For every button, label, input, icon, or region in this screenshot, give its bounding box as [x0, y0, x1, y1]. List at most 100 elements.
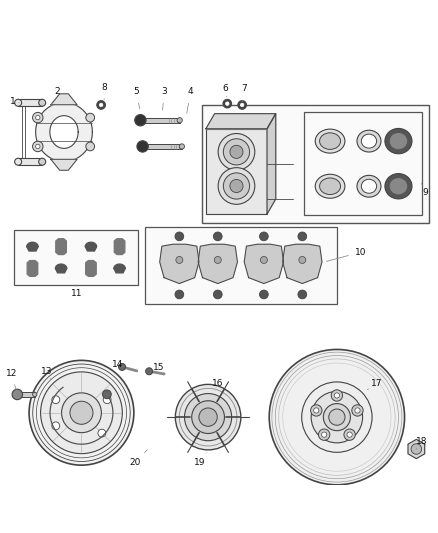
Text: 13: 13 — [41, 367, 52, 380]
Circle shape — [352, 405, 363, 416]
Ellipse shape — [361, 179, 377, 193]
Bar — [141, 118, 180, 123]
Ellipse shape — [315, 174, 345, 198]
Polygon shape — [160, 244, 199, 284]
Ellipse shape — [32, 392, 37, 397]
Bar — [201, 105, 428, 223]
Circle shape — [238, 101, 247, 109]
Text: 15: 15 — [153, 364, 165, 372]
Ellipse shape — [320, 133, 341, 149]
Circle shape — [218, 168, 255, 204]
Circle shape — [146, 368, 152, 375]
Ellipse shape — [390, 133, 407, 149]
Circle shape — [334, 393, 339, 398]
Text: 11: 11 — [71, 285, 82, 298]
Circle shape — [329, 409, 345, 425]
Circle shape — [175, 290, 184, 299]
Ellipse shape — [385, 128, 412, 154]
Circle shape — [52, 422, 60, 430]
Polygon shape — [206, 114, 276, 129]
Polygon shape — [114, 264, 125, 273]
Circle shape — [269, 350, 405, 485]
Text: 9: 9 — [422, 183, 428, 197]
Circle shape — [35, 116, 40, 120]
Ellipse shape — [179, 144, 184, 149]
Circle shape — [318, 429, 330, 440]
Circle shape — [98, 429, 106, 437]
Text: 19: 19 — [194, 452, 207, 467]
Circle shape — [218, 133, 255, 170]
Ellipse shape — [315, 129, 345, 153]
Circle shape — [347, 432, 352, 437]
Polygon shape — [27, 261, 38, 276]
Circle shape — [137, 141, 148, 152]
Text: 17: 17 — [367, 379, 383, 390]
Ellipse shape — [320, 178, 341, 195]
Circle shape — [260, 290, 268, 299]
Circle shape — [344, 429, 355, 440]
Circle shape — [35, 144, 40, 149]
Circle shape — [223, 139, 250, 165]
Circle shape — [41, 372, 122, 454]
Circle shape — [70, 401, 93, 424]
Bar — [17, 392, 35, 397]
Text: 7: 7 — [241, 84, 247, 101]
Circle shape — [12, 389, 22, 400]
Bar — [14, 230, 138, 285]
Polygon shape — [114, 239, 125, 254]
Circle shape — [314, 408, 319, 413]
Bar — [143, 144, 182, 149]
Circle shape — [260, 232, 268, 241]
Circle shape — [102, 390, 111, 399]
Circle shape — [230, 180, 243, 192]
Circle shape — [176, 256, 183, 263]
Circle shape — [97, 101, 106, 109]
Text: 1: 1 — [10, 97, 19, 106]
Circle shape — [86, 142, 95, 151]
Circle shape — [103, 396, 111, 403]
Circle shape — [240, 103, 244, 107]
Bar — [145, 227, 337, 304]
Circle shape — [311, 391, 363, 443]
Ellipse shape — [177, 118, 182, 123]
Polygon shape — [51, 159, 77, 170]
Circle shape — [226, 102, 229, 106]
Circle shape — [223, 173, 250, 199]
Circle shape — [135, 115, 146, 126]
Circle shape — [230, 146, 243, 158]
Circle shape — [99, 103, 103, 107]
Ellipse shape — [390, 179, 407, 194]
Polygon shape — [50, 116, 78, 148]
Ellipse shape — [39, 158, 46, 165]
Circle shape — [311, 405, 322, 416]
Polygon shape — [283, 244, 322, 284]
Text: 10: 10 — [326, 248, 367, 261]
Circle shape — [298, 232, 307, 241]
Circle shape — [184, 393, 232, 441]
Circle shape — [323, 403, 350, 431]
Polygon shape — [244, 244, 283, 284]
Circle shape — [32, 112, 43, 123]
Circle shape — [32, 141, 43, 152]
Polygon shape — [408, 439, 425, 458]
Circle shape — [175, 384, 241, 450]
Ellipse shape — [14, 158, 21, 165]
Ellipse shape — [361, 134, 377, 148]
Circle shape — [298, 290, 307, 299]
Polygon shape — [35, 102, 92, 161]
Circle shape — [199, 408, 217, 426]
Ellipse shape — [39, 99, 46, 106]
Circle shape — [119, 364, 126, 370]
Text: 20: 20 — [130, 450, 147, 467]
Text: 14: 14 — [112, 360, 124, 369]
Ellipse shape — [14, 99, 21, 106]
Polygon shape — [55, 264, 67, 273]
Circle shape — [86, 113, 95, 122]
Polygon shape — [51, 94, 77, 105]
Polygon shape — [86, 261, 96, 276]
Text: 12: 12 — [6, 369, 17, 392]
Circle shape — [223, 99, 232, 108]
Polygon shape — [56, 239, 66, 254]
Circle shape — [213, 232, 222, 241]
Circle shape — [411, 443, 422, 454]
